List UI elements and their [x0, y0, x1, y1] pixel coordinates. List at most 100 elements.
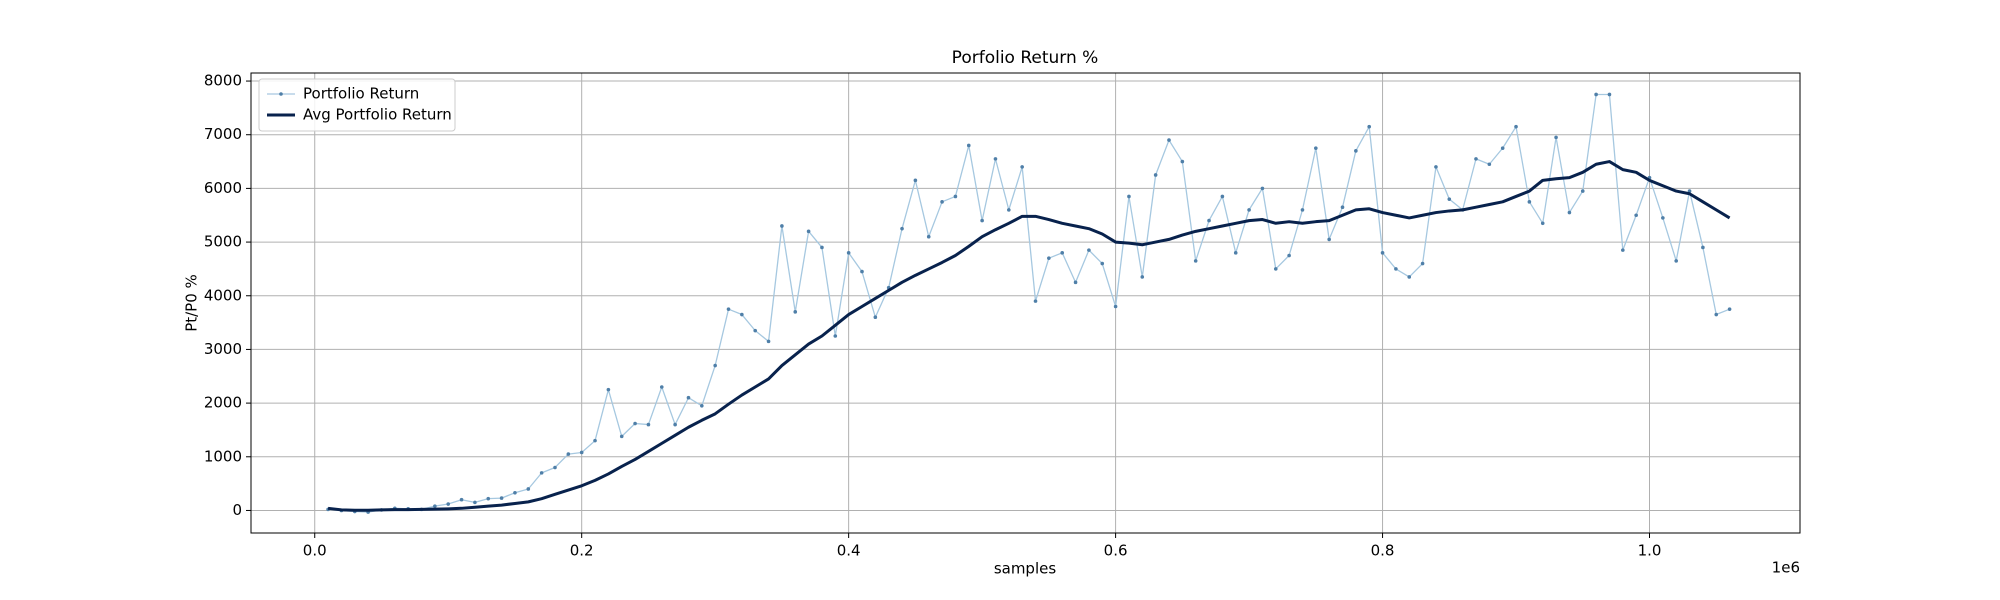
x-tick-label: 0.6	[1104, 542, 1128, 560]
data-point	[953, 194, 958, 199]
y-tick-label: 5000	[204, 233, 242, 251]
data-point	[1273, 267, 1278, 271]
data-point	[980, 218, 984, 223]
data-point	[1420, 261, 1425, 266]
data-point	[1327, 237, 1331, 242]
data-point	[1621, 248, 1625, 252]
data-point	[1193, 259, 1198, 263]
data-point	[566, 452, 571, 456]
data-point	[1554, 135, 1558, 140]
data-point	[1514, 124, 1518, 129]
data-point	[1020, 165, 1024, 169]
plot-frame	[250, 72, 1801, 534]
data-point	[1033, 299, 1038, 303]
data-point	[1661, 216, 1665, 220]
data-point	[1500, 146, 1505, 150]
data-point	[966, 143, 971, 148]
data-point	[1180, 159, 1185, 164]
data-point	[526, 487, 531, 491]
data-point	[553, 465, 557, 470]
y-tick-label: 6000	[204, 179, 242, 197]
data-point	[686, 395, 691, 400]
y-tick-label: 4000	[204, 286, 242, 304]
data-point	[433, 504, 437, 508]
data-point	[1100, 261, 1105, 266]
data-point	[1340, 205, 1345, 209]
data-point	[713, 363, 717, 368]
x-tick-label: 0.4	[837, 542, 861, 560]
data-point	[619, 434, 624, 439]
data-point	[473, 500, 477, 505]
data-point	[1233, 251, 1238, 255]
data-point	[926, 234, 931, 239]
data-point	[446, 502, 451, 506]
data-point	[1354, 149, 1358, 153]
data-point	[860, 269, 864, 274]
data-point	[1687, 189, 1692, 193]
data-point	[1527, 200, 1532, 204]
data-point	[1113, 304, 1118, 309]
legend-label: Avg Portfolio Return	[303, 106, 452, 124]
data-point	[1434, 165, 1438, 169]
y-tick-label: 2000	[204, 394, 242, 412]
data-point	[1314, 146, 1318, 150]
x-tick-label: 0.8	[1371, 542, 1395, 560]
data-point	[913, 178, 918, 183]
data-point	[1300, 208, 1305, 212]
data-point	[1167, 138, 1171, 142]
data-point	[1487, 162, 1492, 167]
legend-marker	[279, 92, 283, 96]
y-tick-label: 8000	[204, 72, 242, 90]
data-point	[1474, 157, 1478, 161]
data-point	[1701, 245, 1705, 250]
data-point	[1407, 275, 1412, 279]
y-tick-label: 0	[232, 501, 242, 519]
data-point	[539, 471, 544, 475]
data-point	[1580, 189, 1585, 193]
legend-label: Portfolio Return	[303, 85, 419, 103]
data-point	[1394, 267, 1398, 271]
data-point	[1247, 208, 1251, 212]
data-point	[1287, 253, 1291, 258]
data-point	[1607, 92, 1612, 97]
data-point	[1727, 307, 1732, 311]
data-point	[820, 245, 824, 250]
data-point	[993, 157, 998, 161]
data-point	[1634, 213, 1638, 218]
data-point	[486, 496, 491, 501]
chart-title: Porfolio Return %	[952, 48, 1099, 68]
data-point	[833, 334, 838, 338]
data-point	[753, 328, 758, 333]
data-point	[513, 490, 517, 495]
data-point	[1714, 312, 1719, 317]
data-point	[900, 226, 904, 231]
data-point	[780, 224, 784, 228]
y-tick-label: 3000	[204, 340, 242, 358]
x-offset-label: 1e6	[1772, 559, 1800, 577]
data-point	[1594, 92, 1598, 97]
data-point	[1060, 251, 1065, 255]
data-point	[646, 422, 651, 427]
data-point	[606, 387, 611, 392]
data-point	[459, 497, 464, 502]
data-point	[700, 403, 704, 408]
data-point	[1220, 194, 1225, 199]
data-point	[940, 200, 944, 204]
data-point	[1073, 280, 1078, 285]
y-axis-label: Pt/P0 %	[183, 274, 201, 332]
data-point	[1140, 275, 1145, 279]
y-tick-label: 1000	[204, 447, 242, 465]
data-point	[1540, 221, 1545, 226]
data-point	[1674, 259, 1678, 263]
y-tick-label: 7000	[204, 125, 242, 143]
data-point	[806, 229, 811, 234]
data-point	[499, 496, 504, 500]
x-tick-label: 0.0	[303, 542, 327, 560]
data-point	[1047, 256, 1051, 260]
data-point	[673, 422, 677, 427]
x-tick-label: 1.0	[1638, 542, 1662, 560]
x-axis-label: samples	[994, 560, 1057, 578]
data-point	[726, 307, 731, 311]
